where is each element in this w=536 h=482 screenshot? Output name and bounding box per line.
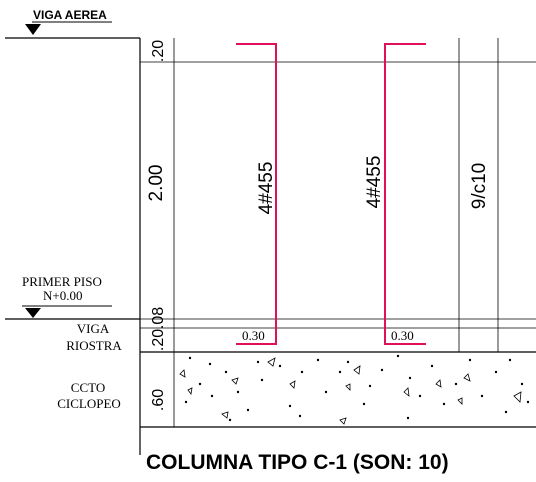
stirrup-label: 9/c10 [469,163,490,209]
label-viga: VIGA [77,321,110,336]
frame-lines [139,38,536,455]
rebar-label-2: 4#455 [364,156,385,209]
dimension-main: 2.00 [146,165,167,202]
level-label-primer-piso: PRIMER PISO [22,274,102,289]
dimension-lower: .08 [150,307,167,329]
label-ccto: CCTO [71,380,105,395]
level-label-viga-aerea: VIGA AEREA [33,8,107,22]
level-marker-viga-aerea: VIGA AEREA [25,8,112,35]
rebar-bar-2 [384,43,426,345]
hook-length-2: 0.30 [391,328,414,343]
rebar-bar-1 [236,43,277,345]
level-triangle-icon [25,24,41,35]
concrete-hatch [179,354,530,425]
label-ciclopeo: CICLOPEO [57,396,121,411]
hook-length-1: 0.30 [242,328,265,343]
dimension-beam: .20 [150,329,167,351]
dimension-foundation: .60 [150,389,167,411]
drawing-title: COLUMNA TIPO C-1 (SON: 10) [146,451,449,474]
dimension-top: .20 [150,40,167,62]
level-triangle-icon [25,308,41,318]
label-riostra: RIOSTRA [66,338,122,353]
rebar-label-1: 4#455 [256,162,277,215]
level-marker-primer-piso: PRIMER PISO N+0.00 [22,274,112,318]
level-label-n000: N+0.00 [43,288,82,303]
